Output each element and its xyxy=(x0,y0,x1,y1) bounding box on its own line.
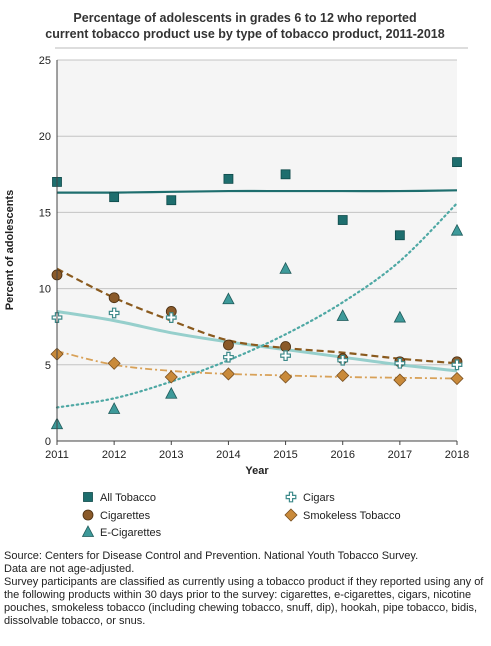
point-cigars xyxy=(337,354,349,366)
legend-label: Cigarettes xyxy=(100,510,151,522)
point-e-cigarettes xyxy=(450,223,464,236)
x-tick-label: 2013 xyxy=(159,449,183,461)
point-all-tobacco xyxy=(452,157,462,168)
point-all-tobacco xyxy=(394,230,405,241)
legend-marker-e-cigarettes xyxy=(81,525,95,537)
trend-line-cigarettes xyxy=(56,267,458,365)
point-cigars xyxy=(223,351,234,363)
gridlines xyxy=(57,59,457,366)
legend-item-cigarettes: Cigarettes xyxy=(82,509,151,522)
y-tick-label: 10 xyxy=(39,284,51,296)
point-all-tobacco xyxy=(109,192,120,203)
footnote-age-adjust: Data are not age-adjusted. xyxy=(4,563,135,575)
point-e-cigarettes xyxy=(279,261,292,274)
legend-marker-smokeless-tobacco xyxy=(284,508,298,522)
point-smokeless-tobacco xyxy=(336,368,350,383)
point-cigarettes xyxy=(223,339,234,351)
y-tick-label: 5 xyxy=(45,360,51,372)
x-tick-label: 2018 xyxy=(445,449,469,461)
point-e-cigarettes xyxy=(393,310,407,323)
x-tick-label: 2017 xyxy=(388,449,412,461)
point-e-cigarettes xyxy=(336,309,349,321)
point-e-cigarettes xyxy=(165,386,178,399)
point-smokeless-tobacco xyxy=(450,371,464,386)
point-cigars xyxy=(451,359,463,371)
footnote-definition: Survey participants are classified as cu… xyxy=(4,576,484,627)
point-cigarettes xyxy=(280,341,291,352)
point-cigars xyxy=(394,357,406,369)
point-smokeless-tobacco xyxy=(164,370,178,384)
axes: 0 5 10 15 20 25 2011 2012 2013 2014 2015 2016 2017 20… xyxy=(39,55,469,461)
footnote: Source: Centers for Disease Control and … xyxy=(4,550,488,628)
legend-marker-cigars xyxy=(285,491,297,503)
point-cigars xyxy=(108,307,120,319)
point-all-tobacco xyxy=(223,173,234,184)
legend: All Tobacco Cigarettes E-Cigarettes Cigars S… xyxy=(81,491,401,539)
point-cigars xyxy=(165,312,177,323)
y-tick-label: 15 xyxy=(39,207,51,219)
legend-label: All Tobacco xyxy=(100,492,156,504)
point-all-tobacco xyxy=(280,169,291,180)
legend-label: E-Cigarettes xyxy=(100,527,162,539)
chart-figure: Percentage of adolescents in grades 6 to… xyxy=(4,11,469,539)
point-smokeless-tobacco xyxy=(393,373,407,387)
point-cigarettes xyxy=(108,292,120,304)
x-tick-label: 2014 xyxy=(216,449,240,461)
x-tick-label: 2016 xyxy=(330,449,354,461)
legend-item-all-tobacco: All Tobacco xyxy=(83,492,156,504)
legend-item-e-cigarettes: E-Cigarettes xyxy=(81,525,162,539)
y-axis-label: Percent of adolescents xyxy=(4,190,16,310)
point-cigars xyxy=(280,350,291,362)
plot-area xyxy=(57,60,457,441)
legend-label: Smokeless Tobacco xyxy=(303,510,401,522)
legend-marker-all-tobacco xyxy=(83,492,93,502)
y-tick-label: 0 xyxy=(45,436,51,448)
chart-title-line-1: Percentage of adolescents in grades 6 to… xyxy=(73,11,416,25)
y-tick-label: 20 xyxy=(39,131,51,143)
point-all-tobacco xyxy=(337,215,348,225)
point-smokeless-tobacco xyxy=(107,356,121,370)
footnote-source: Source: Centers for Disease Control and … xyxy=(4,550,419,562)
legend-label: Cigars xyxy=(303,492,335,504)
x-axis-label: Year xyxy=(245,465,269,477)
chart-title-line-2: current tobacco product use by type of t… xyxy=(45,27,444,41)
point-e-cigarettes xyxy=(107,402,121,414)
trend-line-smokeless-tobacco xyxy=(56,350,458,380)
legend-marker-cigarettes xyxy=(82,509,94,521)
legend-item-smokeless-tobacco: Smokeless Tobacco xyxy=(284,508,401,522)
y-tick-label: 25 xyxy=(39,55,51,67)
trend-line-e-cigarettes xyxy=(55,202,459,409)
x-tick-label: 2011 xyxy=(45,449,69,461)
point-smokeless-tobacco xyxy=(221,367,235,381)
point-e-cigarettes xyxy=(222,292,235,305)
x-tick-label: 2015 xyxy=(273,449,297,461)
x-tick-label: 2012 xyxy=(102,449,126,461)
legend-item-cigars: Cigars xyxy=(285,491,335,504)
point-smokeless-tobacco xyxy=(279,370,293,384)
point-all-tobacco xyxy=(166,195,177,206)
